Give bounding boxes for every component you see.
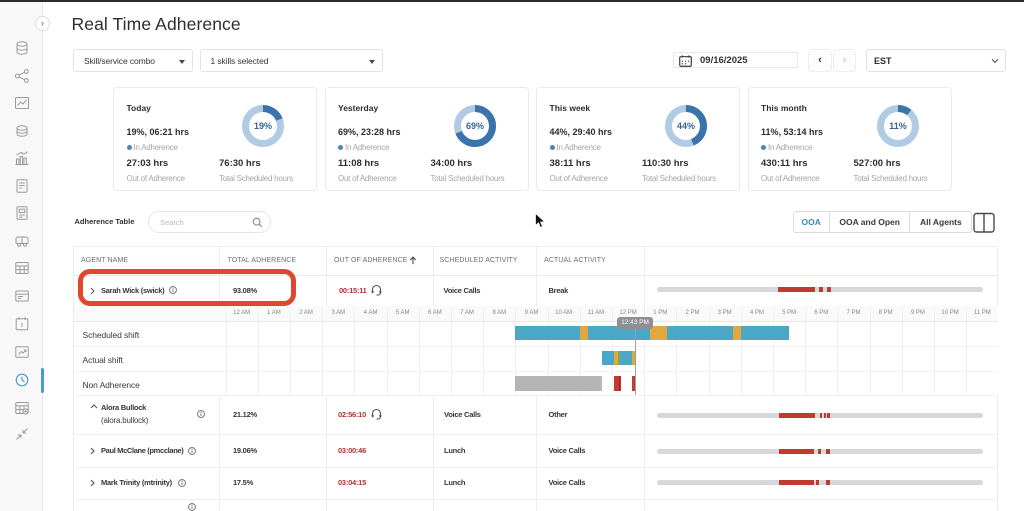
svg-text:11%: 11% <box>889 121 907 131</box>
svg-text:19%: 19% <box>254 121 272 131</box>
svg-text:69%: 69% <box>465 121 483 131</box>
svg-text:44%: 44% <box>677 121 695 131</box>
